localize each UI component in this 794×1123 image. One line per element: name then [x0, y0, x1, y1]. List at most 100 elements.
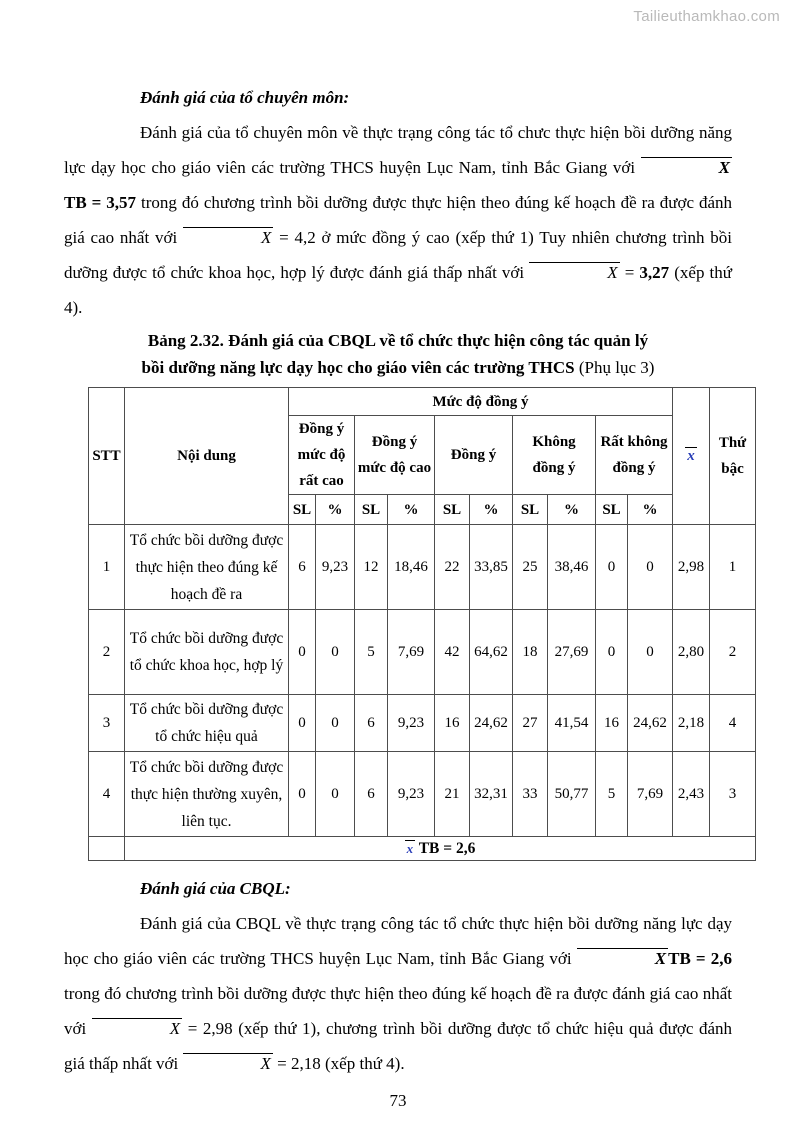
- paragraph-text: trong đó chương trình bồi dưỡng được thự…: [64, 193, 732, 247]
- cell-stt: 4: [88, 751, 125, 837]
- cell-value: 21: [434, 751, 470, 837]
- cell-value: 7,69: [387, 609, 435, 695]
- cell-value: 0: [315, 751, 355, 837]
- xbar-symbol: X: [182, 227, 274, 247]
- cell-empty: [88, 836, 125, 861]
- table-caption-normal: (Phụ lục 3): [574, 358, 655, 377]
- cell-stt: 2: [88, 609, 125, 695]
- cell-value: 12: [354, 524, 388, 610]
- cell-value: 6: [288, 524, 316, 610]
- table-caption-line1: Bảng 2.32. Đánh giá của CBQL về tổ chức …: [147, 331, 649, 350]
- paragraph-text: Đánh giá của CBQL về thực trạng công tác…: [64, 914, 732, 968]
- table-header-row-1: STT Nội dung Mức độ đồng ý x Thứ bậc: [88, 387, 756, 525]
- cell-value: 0: [288, 751, 316, 837]
- cell-rank: 2: [709, 609, 756, 695]
- header-xbar: x: [672, 387, 710, 525]
- cell-value: 38,46: [547, 524, 596, 610]
- table-footer-row: x TB = 2,6: [88, 836, 756, 861]
- header-muc-do-dong-y: Mức độ đồng ý: [288, 387, 673, 416]
- header-noi-dung: Nội dung: [124, 387, 289, 525]
- cell-content: Tổ chức bồi dưỡng được thực hiện theo đú…: [124, 524, 289, 610]
- cell-value: 6: [354, 751, 388, 837]
- section1-paragraph: Đánh giá của tổ chuyên môn về thực trạng…: [64, 115, 732, 325]
- cell-value: 16: [595, 694, 628, 752]
- cell-value: 27,69: [547, 609, 596, 695]
- xbar-symbol: X: [576, 948, 669, 968]
- cell-value: 0: [627, 609, 673, 695]
- cell-value: 0: [315, 609, 355, 695]
- table-caption: Bảng 2.32. Đánh giá của CBQL về tổ chức …: [64, 327, 732, 381]
- subheader-pct: %: [547, 494, 596, 525]
- cell-value: 0: [595, 609, 628, 695]
- cell-stt: 1: [88, 524, 125, 610]
- xbar-symbol: X: [529, 262, 620, 282]
- average-label: TB = 2,6: [415, 839, 476, 857]
- cell-xbar: 2,43: [672, 751, 710, 837]
- paragraph-text: = 2,18 (xếp thứ 4).: [272, 1054, 405, 1073]
- paragraph-text: trong đó chương trình bồi dưỡng được thự…: [64, 984, 732, 1038]
- header-thu-bac: Thứ bậc: [709, 387, 756, 525]
- subheader-pct: %: [469, 494, 513, 525]
- cell-content: Tổ chức bồi dưỡng được tổ chức khoa học,…: [124, 609, 289, 695]
- cell-value: 0: [315, 694, 355, 752]
- paragraph-text: = 2,98 (xếp thứ 1), chương trình bồi dưỡ…: [64, 1019, 732, 1073]
- cell-content: Tổ chức bồi dưỡng được thực hiện thường …: [124, 751, 289, 837]
- bold-value: TB = 3,57: [64, 193, 137, 212]
- cell-xbar: 2,80: [672, 609, 710, 695]
- cell-stt: 3: [88, 694, 125, 752]
- cell-content: Tổ chức bồi dưỡng được tổ chức hiệu quả: [124, 694, 289, 752]
- cell-value: 27: [512, 694, 548, 752]
- section2-heading: Đánh giá của CBQL:: [140, 879, 291, 898]
- cell-value: 24,62: [627, 694, 673, 752]
- cell-rank: 3: [709, 751, 756, 837]
- cell-value: 0: [595, 524, 628, 610]
- cell-value: 6: [354, 694, 388, 752]
- cell-value: 0: [288, 694, 316, 752]
- header-level-3: Đồng ý: [434, 415, 513, 495]
- subheader-sl: SL: [512, 494, 548, 525]
- cell-value: 5: [354, 609, 388, 695]
- xbar-symbol: x: [685, 447, 697, 464]
- subheader-sl: SL: [595, 494, 628, 525]
- table-row: 1 Tổ chức bồi dưỡng được thực hiện theo …: [88, 524, 756, 610]
- table-caption-bold: bồi dưỡng năng lực dạy học cho giáo viên…: [141, 358, 575, 377]
- cell-value: 42: [434, 609, 470, 695]
- table-row: 3 Tổ chức bồi dưỡng được tổ chức hiệu qu…: [88, 694, 756, 752]
- cell-value: 22: [434, 524, 470, 610]
- cell-value: 64,62: [469, 609, 513, 695]
- table-row: 4 Tổ chức bồi dưỡng được thực hiện thườn…: [88, 751, 756, 837]
- cell-value: 9,23: [387, 694, 435, 752]
- subheader-pct: %: [387, 494, 435, 525]
- paragraph-text: Đánh giá của tổ chuyên môn về thực trạng…: [64, 123, 732, 177]
- bold-value: TB = 2,6: [668, 949, 732, 968]
- table-header-row-2: Đồng ý mức độ rất cao Đồng ý mức độ cao …: [89, 415, 756, 495]
- page-number: 73: [389, 1091, 407, 1110]
- cell-rank: 1: [709, 524, 756, 610]
- table-caption-line2: bồi dưỡng năng lực dạy học cho giáo viên…: [64, 354, 732, 381]
- section1-heading: Đánh giá của tổ chuyên môn:: [140, 88, 350, 107]
- survey-table: STT Nội dung Mức độ đồng ý x Thứ bậc Đồn…: [88, 387, 756, 861]
- header-level-2: Đồng ý mức độ cao: [354, 415, 435, 495]
- cell-xbar: 2,18: [672, 694, 710, 752]
- cell-value: 0: [627, 524, 673, 610]
- header-level-1: Đồng ý mức độ rất cao: [288, 415, 355, 495]
- cell-rank: 4: [709, 694, 756, 752]
- cell-value: 24,62: [469, 694, 513, 752]
- cell-value: 9,23: [315, 524, 355, 610]
- watermark: Tailieuthamkhao.com: [633, 8, 780, 25]
- header-stt: STT: [88, 387, 125, 525]
- paragraph-text: (xếp thứ 4).: [64, 263, 732, 317]
- cell-xbar: 2,98: [672, 524, 710, 610]
- cell-value: 33,85: [469, 524, 513, 610]
- header-level-5: Rất không đồng ý: [595, 415, 673, 495]
- cell-value: 5: [595, 751, 628, 837]
- paragraph-text: =: [619, 263, 640, 282]
- subheader-sl: SL: [354, 494, 388, 525]
- cell-value: 0: [288, 609, 316, 695]
- paragraph-text: = 4,2 ở mức đồng ý cao (xếp thứ 1) Tuy n…: [64, 228, 732, 282]
- cell-value: 32,31: [469, 751, 513, 837]
- cell-value: 18: [512, 609, 548, 695]
- cell-value: 9,23: [387, 751, 435, 837]
- bold-value: 3,27: [639, 263, 670, 282]
